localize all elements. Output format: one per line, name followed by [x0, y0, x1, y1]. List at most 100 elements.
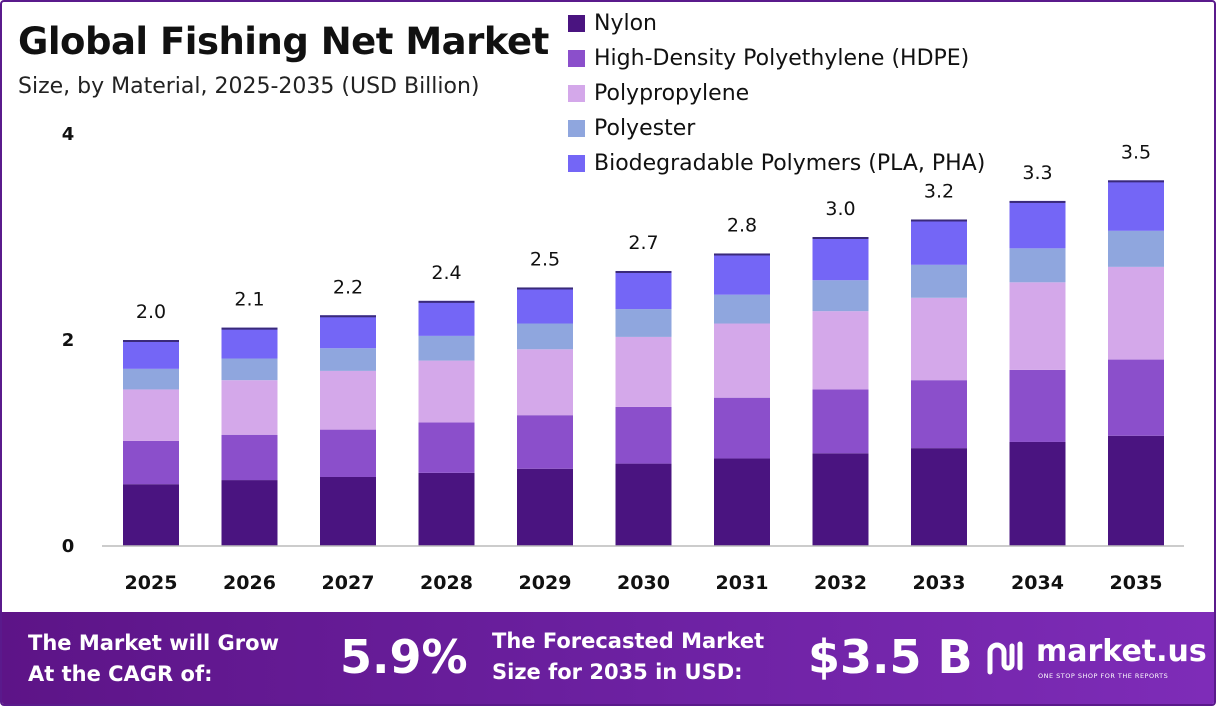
bar-segment-2032-series-2 [812, 311, 869, 390]
bar-top-edge-2031 [714, 253, 770, 256]
bar-segment-2028-series-0 [418, 472, 475, 546]
legend-label-3: Polyester [594, 116, 696, 141]
legend-item-4: Biodegradable Polymers (PLA, PHA) [568, 146, 985, 181]
x-tick-label-2031: 2031 [716, 572, 769, 594]
legend-swatch-4 [568, 155, 585, 172]
bar-segment-2028-series-4 [418, 300, 475, 336]
cagr-label-line2: At the CAGR of: [28, 662, 213, 686]
total-label-2025: 2.0 [136, 301, 166, 323]
brand-tagline: ONE STOP SHOP FOR THE REPORTS [1038, 672, 1169, 680]
bar-segment-2032-series-0 [812, 453, 869, 546]
legend-item-1: High-Density Polyethylene (HDPE) [568, 41, 985, 76]
bar-segment-2030-series-2 [615, 336, 672, 407]
bar-segment-2035-series-1 [1108, 359, 1164, 436]
bar-segment-2027-series-2 [320, 370, 376, 430]
bar-segment-2034-series-4 [1009, 200, 1066, 249]
legend-label-1: High-Density Polyethylene (HDPE) [594, 46, 970, 71]
bars-layer [123, 180, 1164, 546]
bar-segment-2035-series-4 [1108, 180, 1164, 231]
bar-segment-2030-series-3 [615, 309, 672, 337]
axis-layer: 2025 2026 2027 2028 2029 2030 2031 2032 2033 2034… [62, 124, 1184, 594]
bar-segment-2031-series-3 [714, 294, 770, 324]
bar-segment-2033-series-1 [911, 380, 967, 449]
y-tick-label-0: 0 [62, 536, 75, 557]
bar-segment-2027-series-3 [320, 348, 376, 371]
bar-segment-2029-series-3 [517, 323, 573, 350]
bar-segment-2028-series-3 [418, 335, 475, 361]
legend-label-4: Biodegradable Polymers (PLA, PHA) [594, 151, 986, 176]
total-label-2032: 3.0 [825, 198, 855, 220]
footer-banner: The Market will Grow At the CAGR of: 5.9… [2, 612, 1214, 704]
legend-swatch-0 [568, 15, 585, 32]
x-tick-label-2027: 2027 [322, 572, 375, 594]
labels-layer: 2.0 2.1 2.2 2.4 2.5 2.7 2.8 3.0 3.2 3.3 3.5 [136, 141, 1151, 323]
legend-swatch-3 [568, 120, 585, 137]
forecast-size-label-line2: Size for 2035 in USD: [492, 660, 743, 684]
bar-segment-2033-series-0 [911, 448, 967, 546]
legend-item-3: Polyester [568, 111, 985, 146]
bar-segment-2026-series-1 [221, 434, 278, 481]
bar-segment-2031-series-0 [714, 458, 770, 546]
y-tick-label-4: 4 [62, 124, 75, 145]
bar-segment-2030-series-4 [615, 270, 672, 310]
bar-segment-2027-series-0 [320, 476, 376, 546]
bar-segment-2029-series-2 [517, 349, 573, 416]
cagr-label: The Market will Grow At the CAGR of: [28, 628, 279, 690]
x-tick-label-2033: 2033 [913, 572, 966, 594]
x-tick-label-2028: 2028 [420, 572, 473, 594]
market-us-logo-icon [987, 641, 1023, 675]
bar-segment-2025-series-2 [123, 389, 179, 441]
bar-segment-2027-series-1 [320, 429, 376, 477]
bar-segment-2025-series-4 [123, 340, 179, 369]
bar-segment-2033-series-2 [911, 297, 967, 381]
x-tick-label-2034: 2034 [1011, 572, 1064, 594]
total-label-2033: 3.2 [924, 180, 954, 202]
bar-segment-2031-series-4 [714, 253, 770, 295]
y-tick-label-2: 2 [62, 330, 75, 351]
bar-segment-2031-series-1 [714, 397, 770, 459]
legend-label-0: Nylon [594, 11, 657, 36]
legend-item-0: Nylon [568, 6, 985, 41]
legend-swatch-2 [568, 85, 585, 102]
bar-segment-2034-series-3 [1009, 248, 1066, 283]
stacked-bar-chart: 2025 2026 2027 2028 2029 2030 2031 2032 2033 2034… [62, 124, 1184, 594]
bar-segment-2029-series-4 [517, 287, 573, 324]
bar-segment-2035-series-2 [1108, 266, 1164, 360]
bar-segment-2026-series-4 [221, 327, 278, 359]
bar-segment-2034-series-2 [1009, 282, 1066, 370]
bar-top-edge-2026 [221, 327, 278, 330]
bar-top-edge-2034 [1009, 200, 1066, 203]
total-label-2027: 2.2 [333, 276, 363, 298]
bar-segment-2030-series-0 [615, 463, 672, 546]
total-label-2028: 2.4 [431, 262, 461, 284]
bar-segment-2032-series-4 [812, 237, 869, 281]
total-label-2030: 2.7 [628, 232, 658, 254]
bar-segment-2029-series-1 [517, 415, 573, 469]
bar-segment-2035-series-3 [1108, 230, 1164, 267]
bar-top-edge-2033 [911, 219, 967, 222]
bar-segment-2031-series-2 [714, 323, 770, 398]
total-label-2031: 2.8 [727, 214, 757, 236]
bar-top-edge-2030 [615, 270, 672, 273]
bar-segment-2034-series-1 [1009, 369, 1066, 442]
cagr-label-line1: The Market will Grow [28, 631, 279, 655]
x-tick-label-2032: 2032 [814, 572, 867, 594]
bar-segment-2025-series-1 [123, 440, 179, 485]
bar-segment-2028-series-2 [418, 360, 475, 423]
x-tick-label-2035: 2035 [1110, 572, 1163, 594]
x-tick-label-2030: 2030 [617, 572, 670, 594]
bar-top-edge-2032 [812, 237, 869, 239]
x-tick-label-2026: 2026 [223, 572, 276, 594]
cagr-value: 5.9% [340, 630, 468, 684]
bar-segment-2026-series-2 [221, 380, 278, 435]
legend-swatch-1 [568, 50, 585, 67]
bar-top-edge-2035 [1108, 180, 1164, 183]
forecast-size-value: $3.5 B [808, 630, 973, 684]
x-tick-label-2029: 2029 [519, 572, 572, 594]
forecast-size-label-line1: The Forecasted Market [492, 629, 765, 653]
bar-segment-2025-series-3 [123, 368, 179, 390]
legend-label-2: Polypropylene [594, 81, 750, 106]
bar-segment-2026-series-0 [221, 480, 278, 546]
bar-segment-2026-series-3 [221, 358, 278, 381]
bar-segment-2035-series-0 [1108, 435, 1164, 546]
